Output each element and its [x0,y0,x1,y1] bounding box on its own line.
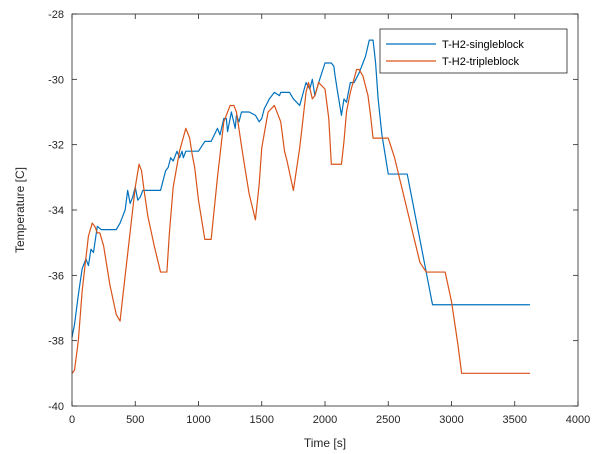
y-tick-label: -32 [48,140,64,152]
series-layer [71,39,530,374]
plot-area [72,14,578,406]
y-tick-label: -28 [48,9,64,21]
legend-label-tripleblock: T-H2-tripleblock [442,56,520,68]
x-tick-label: 2500 [376,414,400,426]
x-tick-label: 1000 [186,414,210,426]
y-tick-label: -38 [48,336,64,348]
legend-box [379,28,568,74]
x-tick-label: 3000 [439,414,463,426]
y-tick-label: -34 [48,205,64,217]
series-line-tripleblock [71,68,530,374]
legend-label-singleblock: T-H2-singleblock [442,39,524,51]
y-tick-label: -36 [48,270,64,282]
y-tick-label: -30 [48,74,64,86]
tick-labels: 0 500 1000 1500 2000 2500 3000 3500 4000 -40 -38 -3… [48,9,590,426]
x-tick-label: 500 [126,414,144,426]
x-axis-label: Time [s] [304,436,346,450]
ticks-layer [71,13,579,407]
legend: T-H2-singleblock T-H2-tripleblock [379,28,568,74]
y-tick-label: -40 [48,401,64,413]
y-axis-label: Temperature [C] [13,167,27,253]
x-tick-label: 4000 [566,414,590,426]
series-line-singleblock [71,39,530,338]
x-tick-label: 2000 [313,414,337,426]
x-tick-label: 3500 [503,414,527,426]
x-tick-label: 0 [69,414,75,426]
x-tick-label: 1500 [250,414,274,426]
